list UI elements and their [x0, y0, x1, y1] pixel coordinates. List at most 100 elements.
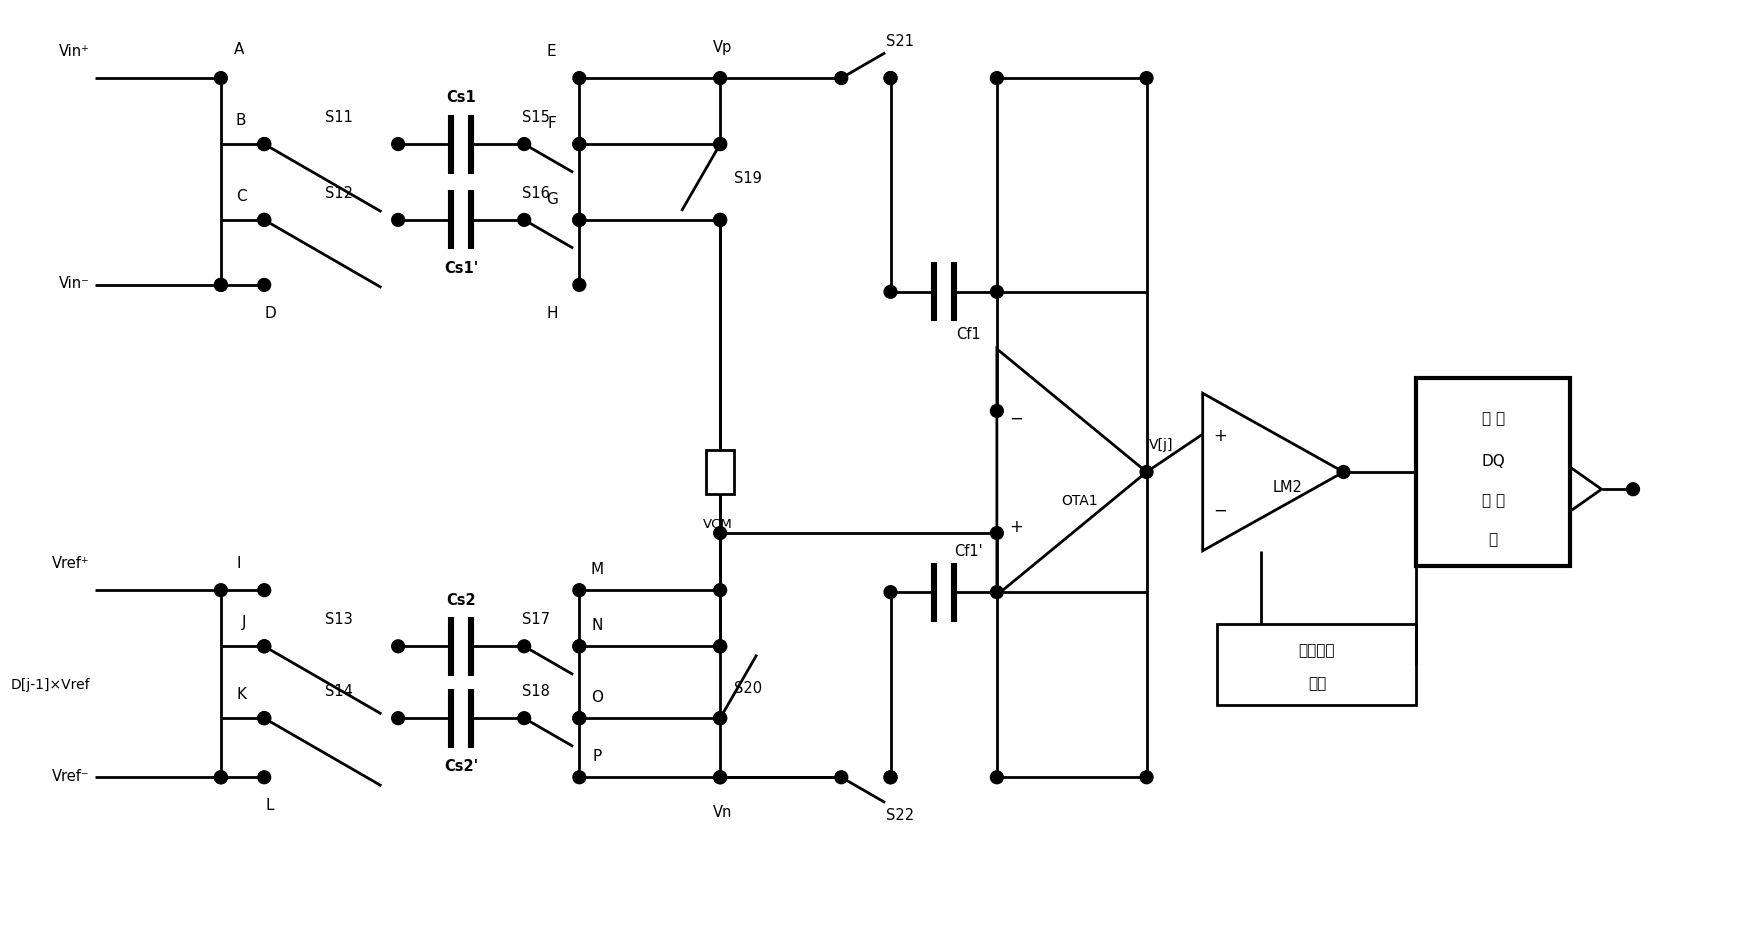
Circle shape [1626, 483, 1640, 497]
Text: S18: S18 [522, 683, 550, 699]
Circle shape [258, 640, 270, 653]
Text: Cf1: Cf1 [956, 327, 981, 342]
Circle shape [1139, 73, 1153, 85]
Text: K: K [237, 686, 246, 701]
Circle shape [714, 139, 726, 151]
Text: +: + [1010, 517, 1024, 535]
Circle shape [714, 712, 726, 725]
Text: C: C [236, 189, 246, 204]
Text: S14: S14 [325, 683, 352, 699]
Text: L: L [265, 798, 274, 813]
Circle shape [572, 712, 586, 725]
Text: Vn: Vn [712, 804, 731, 819]
Circle shape [258, 214, 270, 228]
Text: A: A [234, 42, 244, 57]
Circle shape [572, 640, 586, 653]
Text: Cs1': Cs1' [443, 261, 478, 276]
Text: V[j]: V[j] [1148, 438, 1173, 452]
Circle shape [885, 286, 897, 299]
Circle shape [215, 279, 227, 292]
Text: H: H [546, 306, 557, 321]
Circle shape [834, 771, 848, 784]
Text: S21: S21 [886, 34, 914, 49]
Circle shape [572, 712, 586, 725]
Circle shape [391, 712, 405, 725]
Circle shape [885, 771, 897, 784]
Text: S16: S16 [522, 186, 550, 201]
Circle shape [991, 527, 1003, 540]
Circle shape [714, 771, 726, 784]
Circle shape [572, 73, 586, 85]
Circle shape [518, 139, 530, 151]
Circle shape [714, 527, 726, 540]
Circle shape [714, 584, 726, 597]
Text: LM2: LM2 [1272, 480, 1302, 495]
Text: S11: S11 [325, 110, 352, 125]
Circle shape [714, 214, 726, 228]
Bar [1417, 379, 1570, 566]
Text: F: F [548, 116, 557, 131]
Circle shape [258, 584, 270, 597]
Text: N: N [592, 617, 602, 632]
Circle shape [991, 771, 1003, 784]
Text: S20: S20 [733, 680, 763, 695]
Text: Cs2': Cs2' [445, 758, 478, 773]
Text: E: E [546, 44, 557, 59]
Text: Vref⁺: Vref⁺ [52, 555, 91, 570]
Circle shape [991, 586, 1003, 598]
Text: −: − [1213, 501, 1227, 519]
Circle shape [215, 771, 227, 784]
Text: S13: S13 [325, 612, 352, 627]
Circle shape [714, 640, 726, 653]
Circle shape [1337, 466, 1351, 479]
Text: S12: S12 [325, 186, 352, 201]
Circle shape [215, 771, 227, 784]
Circle shape [572, 139, 586, 151]
Circle shape [714, 214, 726, 228]
Circle shape [572, 139, 586, 151]
Circle shape [518, 712, 530, 725]
Text: O: O [592, 689, 604, 704]
Circle shape [391, 640, 405, 653]
Text: D[j-1]×Vref: D[j-1]×Vref [10, 677, 91, 691]
Circle shape [572, 279, 586, 292]
Text: 触 发: 触 发 [1482, 493, 1504, 508]
Circle shape [258, 712, 270, 725]
Text: I: I [236, 555, 241, 570]
Text: D: D [263, 306, 276, 321]
Text: J: J [243, 615, 246, 630]
Circle shape [572, 640, 586, 653]
Text: S22: S22 [886, 807, 914, 822]
Text: Cs1: Cs1 [447, 91, 476, 105]
Text: B: B [236, 113, 246, 127]
Circle shape [885, 73, 897, 85]
Circle shape [1139, 771, 1153, 784]
Circle shape [1139, 466, 1153, 479]
Text: −: − [1010, 410, 1024, 428]
Circle shape [834, 73, 848, 85]
Text: DQ: DQ [1482, 453, 1506, 468]
Text: Vin⁻: Vin⁻ [59, 277, 91, 291]
Circle shape [991, 286, 1003, 299]
Circle shape [714, 712, 726, 725]
Circle shape [572, 214, 586, 228]
Text: S15: S15 [522, 110, 550, 125]
Text: Vin⁺: Vin⁺ [59, 44, 91, 59]
Text: 第二采样: 第二采样 [1298, 643, 1335, 658]
Text: Cs2: Cs2 [447, 592, 476, 607]
Circle shape [215, 584, 227, 597]
Text: 器: 器 [1488, 531, 1497, 547]
Text: S17: S17 [522, 612, 550, 627]
Circle shape [714, 73, 726, 85]
Circle shape [991, 73, 1003, 85]
Circle shape [572, 771, 586, 784]
Text: OTA1: OTA1 [1061, 493, 1098, 507]
Circle shape [258, 640, 270, 653]
Bar [1218, 624, 1417, 705]
Text: +: + [1213, 426, 1227, 444]
Circle shape [518, 214, 530, 228]
Circle shape [991, 405, 1003, 418]
Circle shape [391, 139, 405, 151]
Text: G: G [546, 192, 558, 207]
Text: P: P [593, 749, 602, 764]
